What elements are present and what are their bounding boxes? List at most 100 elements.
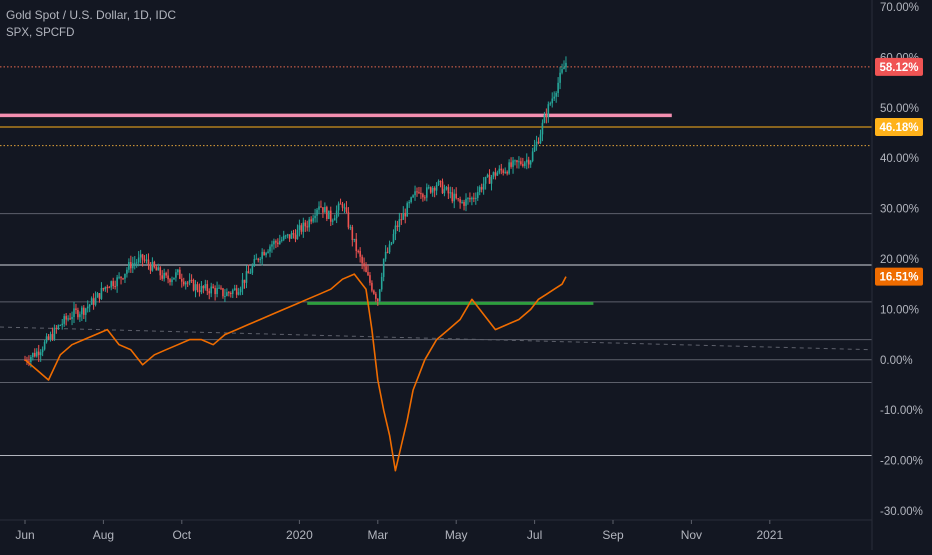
- price-badge-1: 46.18%: [875, 118, 923, 136]
- candle-body-103: [226, 292, 228, 296]
- candle-body-190: [397, 226, 399, 227]
- candle-body-182: [381, 277, 383, 290]
- x-tick-label-2: Oct: [172, 528, 191, 542]
- candle-body-265: [544, 115, 546, 123]
- candle-body-222: [459, 199, 461, 203]
- candle-body-244: [502, 170, 504, 173]
- candle-body-250: [514, 160, 516, 161]
- candle-body-144: [306, 226, 308, 227]
- candle-body-27: [77, 310, 79, 317]
- x-tick-label-4: Mar: [367, 528, 388, 542]
- candle-body-210: [436, 185, 438, 191]
- candle-body-236: [487, 175, 489, 177]
- candle-body-202: [420, 193, 422, 194]
- candle-body-59: [140, 254, 142, 257]
- candle-body-15: [54, 328, 56, 339]
- candle-body-125: [269, 247, 271, 252]
- candle-body-139: [297, 230, 299, 239]
- candle-body-201: [418, 192, 420, 193]
- x-tick-label-0: Jun: [15, 528, 34, 542]
- candle-body-34: [91, 298, 93, 304]
- candle-body-58: [138, 257, 140, 262]
- candle-body-186: [389, 244, 391, 252]
- candle-body-7: [38, 352, 40, 356]
- candle-body-131: [281, 240, 283, 241]
- candle-body-255: [524, 162, 526, 166]
- candle-body-61: [144, 260, 146, 261]
- candle-body-44: [110, 281, 112, 287]
- candle-body-78: [177, 270, 179, 273]
- candle-body-153: [324, 207, 326, 213]
- candle-body-90: [201, 286, 203, 292]
- candle-body-218: [451, 192, 453, 201]
- candle-body-155: [328, 211, 330, 219]
- candle-body-162: [342, 204, 344, 207]
- candle-body-221: [457, 198, 459, 199]
- candle-body-165: [348, 212, 350, 228]
- y-tick-label-6: 10.00%: [880, 304, 919, 316]
- candle-body-177: [371, 283, 373, 291]
- price-badge-label-1: 46.18%: [879, 122, 918, 134]
- candle-body-11: [46, 336, 48, 342]
- y-tick-label-0: 70.00%: [880, 2, 919, 14]
- candle-body-259: [532, 151, 534, 161]
- candle-body-135: [289, 234, 291, 238]
- candle-body-245: [504, 172, 506, 173]
- price-badge-label-2: 16.51%: [879, 272, 918, 284]
- candle-body-180: [377, 299, 379, 301]
- candle-body-57: [136, 262, 138, 263]
- x-tick-label-1: Aug: [93, 528, 114, 542]
- candle-body-32: [87, 307, 89, 309]
- candle-body-216: [448, 187, 450, 193]
- chart-subtitle: SPX, SPCFD: [6, 27, 74, 39]
- candle-body-72: [165, 273, 167, 276]
- candle-body-179: [375, 294, 377, 299]
- candle-body-21: [65, 316, 67, 319]
- candle-body-199: [414, 191, 416, 195]
- candle-body-183: [383, 259, 385, 277]
- candle-body-263: [540, 134, 542, 143]
- candle-body-192: [401, 219, 403, 220]
- candle-body-237: [489, 175, 491, 184]
- candle-body-22: [67, 318, 69, 319]
- candle-body-50: [122, 278, 124, 279]
- candle-body-276: [565, 63, 567, 67]
- candle-body-25: [73, 308, 75, 317]
- price-badge-2: 16.51%: [875, 268, 923, 286]
- candle-body-226: [467, 198, 469, 199]
- candle-body-60: [142, 254, 144, 259]
- candle-body-258: [530, 161, 532, 165]
- candle-body-38: [99, 293, 101, 299]
- candle-body-275: [563, 67, 565, 69]
- candle-body-101: [222, 288, 224, 296]
- candle-body-104: [228, 292, 230, 293]
- y-tick-label-10: -30.00%: [880, 506, 923, 518]
- candle-body-8: [40, 352, 42, 355]
- candle-body-213: [442, 182, 444, 194]
- candle-body-243: [500, 169, 502, 171]
- candle-body-223: [461, 202, 463, 203]
- candle-body-160: [338, 204, 340, 211]
- candle-body-87: [195, 284, 197, 290]
- candle-body-12: [48, 336, 50, 339]
- candle-body-215: [446, 187, 448, 189]
- candle-body-158: [334, 218, 336, 220]
- candle-body-18: [59, 325, 61, 326]
- candle-body-214: [444, 189, 446, 193]
- x-tick-label-8: Nov: [681, 528, 702, 542]
- candle-body-247: [508, 162, 510, 173]
- candle-body-107: [234, 288, 236, 290]
- candle-body-246: [506, 172, 508, 174]
- candle-body-173: [363, 263, 365, 266]
- candle-body-91: [203, 286, 205, 288]
- candle-body-251: [516, 160, 518, 162]
- candle-body-77: [175, 272, 177, 277]
- candle-body-181: [379, 289, 381, 301]
- y-tick-label-8: -10.00%: [880, 405, 923, 417]
- candle-body-110: [240, 289, 242, 292]
- candle-body-113: [246, 271, 248, 283]
- candle-body-68: [157, 267, 159, 270]
- candle-body-142: [303, 223, 305, 232]
- candle-body-84: [189, 280, 191, 283]
